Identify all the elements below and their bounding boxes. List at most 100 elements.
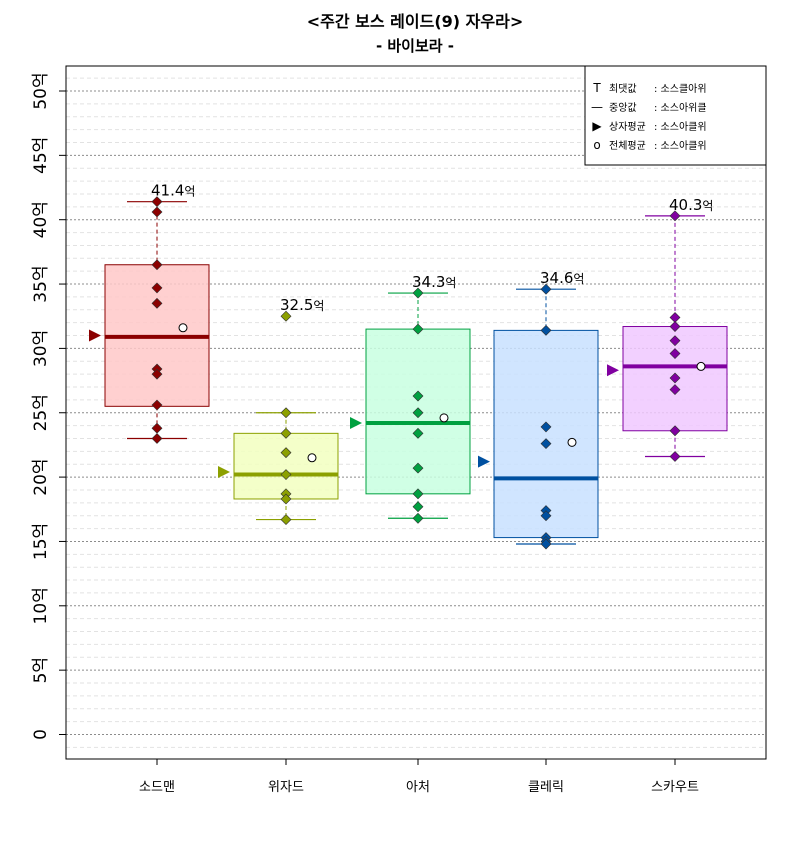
legend: T 최댓값: 소스클아위 — 중앙값: 소스아위클 ▶ 상자평균: 소스아클위 o 전체평균:… (584, 65, 767, 166)
max-value-number: 32.5 (280, 296, 313, 314)
max-value-label: 34.6억 (540, 269, 584, 287)
data-point (540, 438, 552, 450)
data-point (280, 493, 292, 505)
max-value-unit: 억 (445, 276, 456, 290)
box-mean-marker (478, 455, 490, 468)
data-point (669, 335, 681, 347)
iqr-box (493, 329, 599, 539)
y-tick-label: 35억 (31, 265, 51, 302)
data-point (280, 310, 292, 322)
y-tick-label: 15억 (31, 523, 51, 560)
data-point (669, 384, 681, 396)
chart-subtitle: - 바이보라 - (376, 37, 454, 55)
legend-label: 전체평균 (609, 140, 646, 152)
legend-value: : 소스클아위 (654, 82, 707, 95)
data-point (669, 348, 681, 359)
legend-label: 최댓값 (609, 83, 637, 95)
x-tick-label: 스카우트 (651, 780, 699, 795)
legend-symbol: — (591, 100, 603, 114)
data-point (151, 433, 163, 444)
data-point (280, 514, 292, 525)
data-point (280, 469, 292, 480)
y-tick-label: 0 (31, 729, 51, 740)
box-group-5: 40.3억 (607, 196, 728, 462)
data-point (412, 488, 424, 500)
data-point (412, 462, 424, 474)
max-value-label: 34.3억 (412, 273, 456, 291)
mean-marker (567, 437, 577, 447)
data-point (151, 259, 163, 271)
data-point (669, 312, 681, 323)
max-value-number: 41.4 (151, 182, 184, 200)
x-tick-label: 소드맨 (139, 780, 175, 795)
iqr-box (233, 432, 339, 500)
data-point (151, 368, 163, 380)
data-point (412, 427, 424, 439)
legend-symbol: o (593, 138, 600, 152)
data-point (151, 282, 163, 294)
data-point (540, 538, 552, 550)
max-value-unit: 억 (313, 299, 324, 313)
data-point (669, 372, 681, 384)
box-group-1: 41.4억 (89, 182, 210, 444)
x-tick-label: 위자드 (268, 780, 304, 795)
data-point (669, 321, 681, 332)
legend-symbol: T (592, 81, 601, 95)
y-tick-label: 20억 (31, 458, 51, 495)
legend-label: 상자평균 (609, 121, 646, 133)
max-value-unit: 억 (573, 272, 584, 286)
data-point (151, 206, 163, 218)
y-tick-label: 40억 (31, 201, 51, 238)
max-value-label: 41.4억 (151, 182, 195, 200)
data-point (151, 399, 163, 411)
data-point (540, 324, 552, 336)
max-value-unit: 억 (702, 199, 713, 213)
data-point (412, 287, 424, 299)
box-group-3: 34.3억 (350, 273, 471, 524)
max-value-number: 34.6 (540, 269, 573, 287)
chart-title: <주간 보스 레이드(9) 자우라> (307, 12, 523, 31)
mean-marker (696, 361, 706, 371)
x-tick-label: 클레릭 (528, 780, 564, 795)
y-tick-label: 45억 (31, 137, 51, 174)
data-point (412, 512, 424, 524)
plot-frame (65, 65, 767, 760)
box-group-2: 32.5억 (218, 296, 339, 525)
data-point (151, 297, 163, 309)
data-point (669, 425, 681, 437)
mean-marker (307, 453, 317, 463)
mean-marker (439, 413, 449, 423)
data-point (540, 421, 552, 433)
y-tick-label: 10억 (31, 587, 51, 624)
y-tick-label: 25억 (31, 394, 51, 431)
box-mean-marker (89, 329, 101, 342)
mean-marker (178, 323, 188, 333)
max-value-unit: 억 (184, 185, 195, 199)
y-tick-label: 50억 (31, 72, 51, 109)
data-point (280, 427, 292, 439)
max-value-number: 40.3 (669, 196, 702, 214)
data-point (151, 422, 163, 434)
box-group-4: 34.6억 (478, 269, 599, 550)
legend-value: : 소스아위클 (654, 101, 707, 114)
data-point (669, 210, 681, 222)
data-point (280, 447, 292, 459)
box-mean-marker (350, 417, 362, 430)
legend-label: 중앙값 (609, 102, 637, 114)
max-value-number: 34.3 (412, 273, 445, 291)
data-point (669, 451, 681, 462)
data-point (540, 510, 552, 522)
y-tick-label: 30억 (31, 330, 51, 367)
data-point (412, 407, 424, 419)
data-point (412, 323, 424, 335)
legend-value: : 소스아클위 (654, 139, 707, 152)
data-point (412, 501, 424, 513)
box-mean-marker (218, 465, 230, 478)
data-point (540, 283, 552, 295)
legend-value: : 소스아클위 (654, 120, 707, 133)
box-mean-marker (607, 364, 619, 377)
data-point (412, 390, 424, 402)
